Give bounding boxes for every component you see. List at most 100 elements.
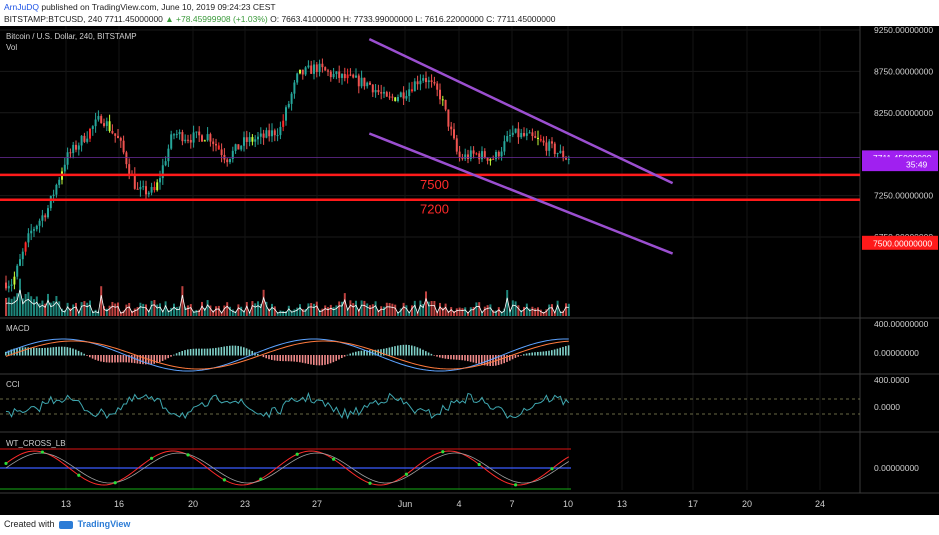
time-tick-label: 4 [456,499,461,509]
macd-histogram-bar [478,355,480,365]
volume-bar [24,294,27,316]
candle-body [545,142,548,151]
time-tick-label: 17 [688,499,698,509]
candle-body [178,132,181,135]
candle-body [206,134,209,141]
candle-body [122,140,125,153]
macd-histogram-bar [100,355,102,362]
candle-body [105,121,108,126]
macd-histogram-bar [413,346,416,356]
candle-body [383,92,385,94]
volume-bar [475,302,478,316]
volume-bar [153,300,156,316]
macd-histogram-bar [405,344,407,356]
macd-histogram-bar [229,345,231,356]
volume-bar [122,310,125,316]
horizontal-levels[interactable]: 7500 7200 [0,156,860,217]
price-axis[interactable]: 9250.00000000 8750.00000000 8250.00000000 7… [862,26,938,473]
candle-body [461,157,464,159]
time-tick-label: 27 [312,499,322,509]
macd-histogram-bar [94,355,97,360]
candle-body [304,67,307,75]
candle-body [360,77,363,87]
macd-histogram-bar [419,348,421,356]
volume-bar [500,311,503,316]
candle-body [282,120,285,127]
volume-bar [517,305,520,316]
volume-bar [567,303,570,316]
volume-bar [338,301,341,316]
candle-body [254,139,257,142]
volume-bar [254,303,257,316]
macd-histogram-bar [528,352,531,356]
candle-body [164,161,167,166]
volume-bar [10,298,13,316]
wt-cross-dot [113,481,117,485]
macd-histogram-bar [131,355,133,363]
time-axis[interactable]: 13 16 20 23 27 Jun 4 7 10 13 17 20 24 [61,499,825,509]
macd-histogram-bar [268,355,270,360]
macd-histogram-bar [184,350,186,356]
volume-bar [419,300,422,316]
macd-histogram-bar [142,355,144,365]
author-link[interactable]: ArnJuDQ [4,2,39,12]
candle-body [539,139,542,141]
volume-bar [262,289,265,316]
descending-channel[interactable] [368,37,674,255]
candle-body [528,132,531,134]
macd-histogram-bar [318,355,321,366]
macd-histogram-bar [13,348,15,356]
macd-histogram-bar [329,355,332,364]
candle-body [203,140,206,142]
macd-histogram-bar [251,350,253,356]
volume-bar [217,305,220,316]
volume-bar [556,300,559,316]
macd-histogram-bar [402,344,405,356]
wt-cross-pane: WT_CROSS_LB [0,439,571,490]
volume-bar [355,300,357,316]
volume-bar [44,303,47,316]
volume-bar [511,300,514,316]
volume-bar [562,310,565,316]
volume-bar [251,301,254,316]
macd-pane-title: MACD [6,324,30,333]
candle-body [296,73,299,83]
candle-body [556,153,559,155]
tradingview-brand[interactable]: TradingView [77,519,131,529]
volume-bar [503,308,506,316]
volume-bar [461,308,464,316]
price-badge-label: 35:49 [906,160,928,170]
macd-histogram-bar [461,355,463,361]
candle-body [427,80,430,83]
macd-histogram-bar [483,355,486,366]
macd-histogram-bar [486,355,489,366]
candle-body [248,137,251,142]
candle-body [285,107,287,121]
time-tick-label: 23 [240,499,250,509]
candle-body [229,158,231,163]
candle-body [511,132,514,135]
volume-bar [332,307,335,316]
macd-histogram-bar [16,347,18,356]
volume-bar [545,309,548,316]
pane-tick-label: 400.00000000 [874,319,929,329]
macd-histogram-bar [377,349,379,356]
candle-body [72,144,75,154]
candle-body [492,158,495,160]
symbol-line: BITSTAMP:BTCUSD, 240 7711.45000000 ▲ +78… [4,14,555,24]
candle-body [145,186,147,195]
volume-bar [346,307,349,316]
candle-body [52,194,55,196]
macd-histogram-bar [97,355,99,361]
volume-bar [133,308,136,316]
wt-pane-title: WT_CROSS_LB [6,439,66,448]
candle-body [559,150,562,154]
candle-body [262,133,265,138]
macd-histogram-bar [167,355,169,359]
macd-histogram-bar [226,346,228,356]
candle-body [315,64,318,73]
macd-histogram-bar [523,354,525,356]
volume-bar [49,302,52,316]
chart-canvas[interactable]: 7500 7200 MACD CCI WT_CROSS_LB 9250.00000… [0,26,939,515]
candle-body [411,89,413,92]
